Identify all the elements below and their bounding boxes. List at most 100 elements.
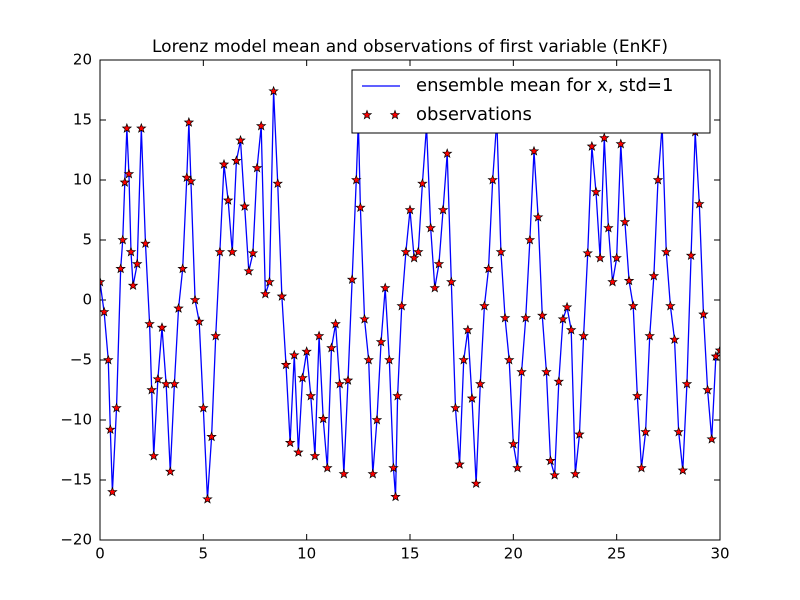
observation-star: [111, 402, 122, 413]
x-tick-label: 20: [504, 545, 523, 563]
y-tick-label: 0: [82, 291, 92, 309]
x-tick-label: 5: [199, 545, 209, 563]
observation-star: [541, 366, 552, 377]
observation-star: [264, 276, 275, 287]
observation-star: [640, 426, 651, 437]
observation-star: [557, 313, 569, 324]
observation-star: [305, 390, 317, 401]
observation-star: [524, 234, 536, 245]
observation-star: [293, 446, 304, 457]
observation-star: [549, 469, 560, 480]
observation-star: [100, 306, 110, 317]
observation-star: [140, 238, 151, 249]
observation-star: [454, 458, 465, 469]
observation-star: [479, 300, 490, 311]
observation-star: [475, 378, 486, 389]
observation-star: [218, 158, 230, 169]
observation-star: [210, 330, 221, 341]
y-tick-label: 20: [73, 51, 92, 69]
observation-star: [251, 162, 263, 173]
observation-star: [105, 424, 116, 435]
observation-star: [673, 426, 684, 437]
observation-star: [247, 247, 259, 258]
observation-star: [661, 246, 672, 257]
observation-star: [379, 282, 391, 293]
observation-star: [574, 428, 585, 439]
observation-star: [107, 486, 118, 497]
y-tick-label: 10: [73, 171, 92, 189]
observation-star: [301, 346, 312, 357]
observation-star: [359, 313, 370, 324]
observation-star: [499, 312, 511, 323]
observation-star: [669, 334, 680, 345]
observation-star: [594, 252, 606, 263]
observation-star: [121, 122, 133, 133]
observation-star: [400, 246, 412, 257]
observation-star: [309, 450, 321, 461]
observation-star: [202, 493, 213, 504]
observation-star: [619, 216, 631, 227]
observation-star: [100, 276, 106, 287]
observation-star: [117, 234, 128, 245]
observation-star: [417, 178, 428, 189]
observation-star: [173, 302, 184, 313]
observation-star: [408, 252, 420, 263]
legend-star: [389, 109, 401, 120]
observation-star: [235, 134, 246, 145]
observation-star: [495, 246, 507, 257]
observation-star: [119, 176, 131, 187]
observation-star: [185, 175, 197, 186]
observation-star: [714, 344, 720, 355]
observation-star: [396, 300, 407, 311]
observation-star: [183, 116, 195, 127]
x-tick-label: 10: [297, 545, 316, 563]
observation-star: [632, 390, 643, 401]
observation-star: [644, 330, 655, 341]
observation-star: [136, 122, 147, 133]
legend-box: [351, 69, 711, 134]
y-tick-label: −15: [60, 471, 92, 489]
observation-star: [648, 270, 660, 281]
observation-star: [685, 250, 697, 261]
y-tick-label: 5: [82, 231, 92, 249]
observation-star: [582, 247, 593, 258]
observation-star: [384, 354, 395, 365]
observation-star: [322, 462, 333, 473]
observation-star: [429, 282, 441, 293]
observation-star: [665, 300, 676, 311]
observation-star: [127, 280, 139, 291]
observation-star: [355, 202, 366, 213]
observation-star: [152, 373, 164, 384]
observation-star: [371, 414, 383, 425]
y-tick-label: −10: [60, 411, 92, 429]
observation-star: [146, 384, 157, 395]
observation-star: [289, 349, 300, 360]
observation-star: [433, 258, 445, 269]
legend-star: [361, 109, 373, 120]
observation-star: [578, 330, 589, 341]
observation-star: [392, 390, 403, 401]
data-line: [100, 91, 720, 500]
x-tick-label: 15: [400, 545, 419, 563]
observation-star: [227, 246, 238, 257]
observation-star: [607, 276, 618, 287]
observation-star: [636, 462, 647, 473]
observation-star: [694, 198, 705, 209]
observation-star: [441, 148, 453, 159]
observation-star: [516, 366, 527, 377]
observation-star: [189, 294, 201, 305]
observation-star: [603, 222, 614, 233]
y-tick-label: −5: [70, 351, 92, 369]
observation-star: [615, 138, 627, 149]
observation-star: [561, 301, 573, 312]
legend-label: observations: [416, 104, 532, 125]
observation-star: [512, 462, 523, 473]
observation-star: [532, 211, 544, 222]
observation-star: [458, 354, 469, 365]
chart-title: Lorenz model mean and observations of fi…: [152, 37, 668, 57]
observation-star: [450, 402, 461, 413]
observation-star: [706, 433, 717, 444]
observation-star: [342, 374, 354, 385]
observation-star: [698, 308, 709, 319]
